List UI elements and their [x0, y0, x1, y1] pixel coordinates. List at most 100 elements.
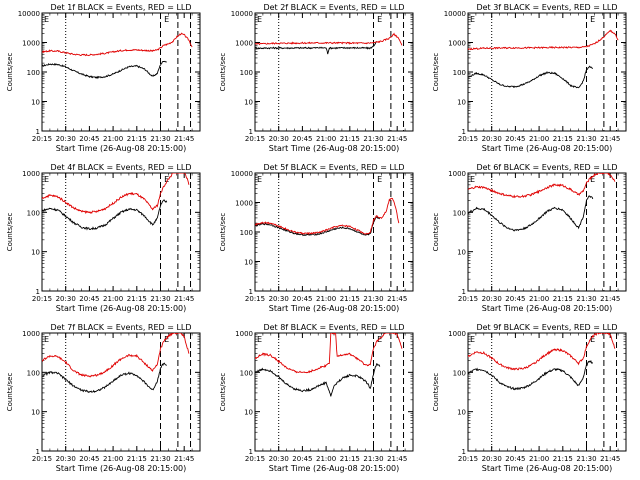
y-tick-label: 1000: [448, 40, 466, 48]
y-tick-label: 10: [457, 409, 466, 417]
x-tick-label: 21:30: [576, 455, 596, 463]
y-axis-label: Counts/sec: [6, 213, 14, 252]
x-tick-label: 20:15: [32, 135, 52, 143]
legend-mark: E: [470, 15, 475, 24]
y-tick-label: 10000: [231, 170, 253, 178]
x-tick-label: 20:15: [245, 295, 265, 303]
y-tick-label: 1000: [22, 40, 40, 48]
x-tick-label: 21:00: [103, 455, 123, 463]
series-lld-line: [42, 333, 190, 378]
plot-frame: [254, 12, 414, 132]
y-tick-label: 100: [240, 229, 253, 237]
y-tick-label: 10000: [231, 10, 253, 18]
x-tick-label: 20:45: [292, 455, 312, 463]
y-tick-label: 1000: [22, 330, 40, 338]
chart-panel-4: Det 4f BLACK = Events, RED = LLD 1 10 100 10…: [6, 163, 201, 313]
x-tick-label: 21:15: [553, 135, 573, 143]
x-tick-label: 21:00: [529, 135, 549, 143]
legend-mark: E: [257, 335, 262, 344]
y-tick-label: 10: [244, 259, 253, 267]
y-tick-label: 100: [240, 369, 253, 377]
series-lld-line: [255, 32, 403, 46]
series-lld-line: [468, 173, 616, 199]
x-tick-label: 20:45: [505, 455, 525, 463]
y-tick-label: 10000: [18, 10, 40, 18]
legend-mark: E: [164, 175, 169, 184]
x-axis-label: Start Time (26-Aug-08 20:15:00): [482, 464, 613, 473]
y-tick-label: 100: [27, 209, 40, 217]
legend-mark: E: [590, 335, 595, 344]
chart-panel-6: Det 6f BLACK = Events, RED = LLD 1 10 100 10…: [432, 163, 627, 313]
y-tick-label: 100: [453, 69, 466, 77]
y-tick-label: 1: [249, 448, 253, 456]
x-tick-label: 21:30: [363, 135, 383, 143]
x-tick-label: 20:45: [79, 455, 99, 463]
y-tick-label: 1: [462, 448, 466, 456]
x-tick-label: 21:30: [576, 295, 596, 303]
x-tick-label: 20:30: [269, 135, 289, 143]
x-tick-label: 20:45: [292, 295, 312, 303]
x-tick-label: 20:45: [505, 135, 525, 143]
legend-mark: E: [470, 175, 475, 184]
x-tick-label: 20:30: [482, 295, 502, 303]
y-tick-label: 10: [31, 249, 40, 257]
plot-frame: [41, 12, 201, 132]
chart-title: Det 6f BLACK = Events, RED = LLD: [476, 163, 617, 172]
x-axis-label: Start Time (26-Aug-08 20:15:00): [269, 304, 400, 313]
y-axis-label: Counts/sec: [6, 53, 14, 92]
y-tick-label: 10: [31, 99, 40, 107]
y-axis-label: Counts/sec: [432, 373, 440, 412]
x-tick-label: 21:45: [600, 295, 620, 303]
y-tick-label: 100: [27, 369, 40, 377]
chart-panel-8: Det 8f BLACK = Events, RED = LLD 1 10 100 10…: [219, 323, 414, 473]
x-tick-label: 21:15: [127, 295, 147, 303]
y-tick-label: 1: [36, 288, 40, 296]
x-axis-label: Start Time (26-Aug-08 20:15:00): [56, 144, 187, 153]
x-tick-label: 21:15: [340, 295, 360, 303]
chart-panel-2: Det 2f BLACK = Events, RED = LLD 1 10 100 10…: [219, 3, 414, 153]
y-tick-label: 1000: [235, 40, 253, 48]
x-tick-label: 20:45: [505, 295, 525, 303]
x-tick-label: 21:30: [363, 455, 383, 463]
plot-frame: [254, 172, 414, 292]
legend-mark: E: [44, 15, 49, 24]
legend-mark: E: [164, 335, 169, 344]
legend-mark: E: [44, 335, 49, 344]
x-tick-label: 21:15: [553, 455, 573, 463]
x-tick-label: 21:30: [576, 135, 596, 143]
legend-mark: E: [377, 15, 382, 24]
x-tick-label: 20:30: [56, 455, 76, 463]
x-tick-label: 21:45: [600, 455, 620, 463]
y-tick-label: 1: [36, 448, 40, 456]
chart-title: Det 9f BLACK = Events, RED = LLD: [476, 323, 617, 332]
x-tick-label: 21:45: [174, 455, 194, 463]
x-tick-label: 21:00: [529, 455, 549, 463]
series-events-line: [42, 362, 168, 394]
x-tick-label: 21:00: [316, 135, 336, 143]
x-tick-label: 21:45: [387, 135, 407, 143]
y-tick-label: 1: [462, 288, 466, 296]
x-axis-label: Start Time (26-Aug-08 20:15:00): [56, 304, 187, 313]
x-tick-label: 21:15: [127, 135, 147, 143]
x-axis-label: Start Time (26-Aug-08 20:15:00): [269, 144, 400, 153]
series-events-line: [255, 40, 378, 55]
x-tick-label: 20:45: [292, 135, 312, 143]
x-tick-label: 21:15: [340, 455, 360, 463]
series-events-line: [42, 199, 168, 231]
series-lld-line: [468, 29, 619, 51]
plot-frame: [41, 172, 201, 292]
chart-title: Det 4f BLACK = Events, RED = LLD: [50, 163, 191, 172]
x-tick-label: 20:15: [458, 455, 478, 463]
x-tick-label: 21:00: [103, 295, 123, 303]
series-lld-line: [42, 32, 193, 57]
y-tick-label: 10: [244, 99, 253, 107]
legend-mark: E: [257, 175, 262, 184]
x-tick-label: 20:30: [269, 455, 289, 463]
y-tick-label: 1000: [22, 170, 40, 178]
x-tick-label: 21:30: [150, 295, 170, 303]
chart-panel-1: Det 1f BLACK = Events, RED = LLD 1 10 100 10…: [6, 3, 201, 153]
y-tick-label: 100: [453, 209, 466, 217]
x-tick-label: 21:00: [316, 295, 336, 303]
series-lld-line: [255, 333, 403, 374]
legend-mark: E: [590, 15, 595, 24]
